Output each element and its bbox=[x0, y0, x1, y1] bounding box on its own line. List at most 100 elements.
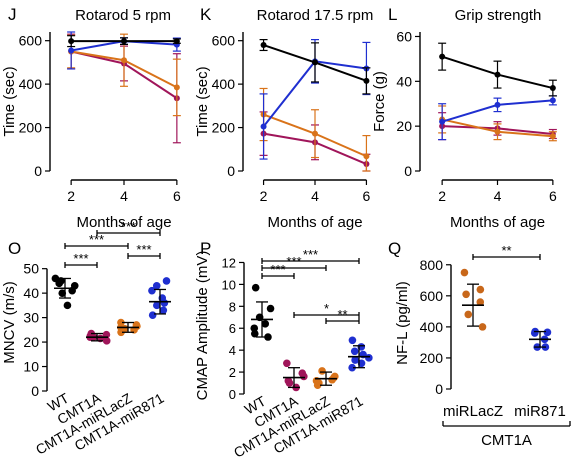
panel-p-group-wt-point bbox=[250, 324, 259, 333]
panel-p-y-tick-label: 12 bbox=[222, 255, 236, 270]
panel-o-group-cmt1a-mirlacz-point bbox=[117, 318, 125, 327]
panel-o-group-cmt1a-mir871-point bbox=[153, 301, 161, 310]
panel-k-y-tick-label: 0 bbox=[227, 163, 235, 179]
panel-k-series-wt-point bbox=[312, 59, 318, 66]
panel-letter-o: O bbox=[8, 239, 21, 258]
panel-o-group-cmt1a-mir871-point bbox=[162, 277, 171, 285]
panel-j-series-wt-point bbox=[173, 38, 180, 45]
panel-l-series-wt-point bbox=[549, 85, 556, 92]
panel-l-y-tick-label: 20 bbox=[396, 118, 412, 134]
panel-o-y-tick-label: 30 bbox=[23, 310, 39, 326]
panel-k-y-tick-label: 600 bbox=[212, 33, 236, 49]
panel-l-x-tick-label: 4 bbox=[494, 188, 502, 204]
panel-p-y-tick-label: 10 bbox=[222, 277, 236, 292]
panel-letter-l: L bbox=[388, 5, 397, 24]
panel-p-y-tick-label: 6 bbox=[229, 321, 236, 336]
panel-k-series-cmt1a-mirlacz-point bbox=[363, 153, 370, 160]
panel-o-group-cmt1a-mir871-point bbox=[152, 282, 161, 290]
panel-o-y-tick-label: 10 bbox=[23, 359, 39, 375]
panel-l-x-tick-label: 2 bbox=[438, 188, 446, 204]
panel-l-series-wt-point bbox=[439, 53, 446, 60]
panel-o-group-cmt1a-mir871-point bbox=[148, 311, 157, 319]
panel-o-group-cmt1a-mirlacz-point bbox=[133, 322, 141, 330]
panel-q-category-label: miRLacZ bbox=[443, 403, 503, 420]
panel-j-title: Rotarod 5 rpm bbox=[75, 7, 171, 24]
panel-j-y-tick-label: 600 bbox=[19, 33, 43, 49]
panel-letter-p: P bbox=[200, 239, 211, 258]
panel-l-y-tick-label: 0 bbox=[404, 163, 412, 179]
panel-o-y-tick-label: 40 bbox=[23, 285, 39, 301]
panel-l-y-axis-label: Force (g) bbox=[371, 71, 388, 132]
panel-j-series-cmt1a-mirlacz-point bbox=[121, 57, 127, 64]
panel-p-group-cmt1a-mir871-point bbox=[351, 356, 359, 364]
panel-p-group-cmt1a-mir871-point bbox=[350, 347, 359, 356]
panel-l-x-tick-label: 6 bbox=[549, 188, 557, 204]
panel-p-y-tick-label: 8 bbox=[229, 299, 236, 314]
panel-p-significance-label: * bbox=[324, 301, 329, 316]
panel-l-series-cmt1a-mir871-point bbox=[494, 101, 501, 108]
panel-k-series-wt-point bbox=[363, 77, 370, 84]
panel-q-y-tick-label: 400 bbox=[420, 319, 444, 335]
panel-o-group-cmt1a-point bbox=[102, 337, 111, 345]
panel-l-y-tick-label: 60 bbox=[396, 28, 412, 44]
panel-letter-j: J bbox=[8, 5, 17, 24]
panel-o-group-wt-point bbox=[63, 301, 72, 310]
panel-q-y-tick-label: 0 bbox=[435, 381, 443, 397]
panel-k-x-tick-label: 6 bbox=[363, 188, 371, 204]
panel-q-group-mirlacz-point bbox=[476, 298, 485, 306]
panel-k-series-cmt1a-mir871-point bbox=[260, 123, 267, 130]
panel-o-y-tick-label: 0 bbox=[31, 383, 39, 399]
panel-o-significance-label: *** bbox=[73, 251, 88, 266]
panel-o-significance-label: *** bbox=[136, 242, 151, 257]
panel-p-group-wt-point bbox=[251, 283, 260, 292]
panel-p-group-cmt1a-mir871-point bbox=[365, 354, 373, 362]
panel-p-group-cmt1a-point bbox=[285, 379, 294, 387]
panel-p-group-wt-point bbox=[261, 320, 270, 328]
panel-q-y-tick-label: 800 bbox=[420, 257, 444, 273]
panel-k-y-axis-label: Time (sec) bbox=[194, 66, 211, 136]
panel-q-group-mirlacz-point bbox=[464, 310, 473, 319]
panel-j-series-wt-point bbox=[68, 38, 75, 45]
panel-l-series-cmt1a-mir871-point bbox=[439, 118, 446, 125]
panel-j-x-tick-label: 2 bbox=[67, 188, 75, 204]
panel-q-significance-label: ** bbox=[501, 243, 511, 258]
panel-j-x-tick-label: 6 bbox=[173, 188, 181, 204]
panel-q-y-tick-label: 200 bbox=[420, 350, 444, 366]
panel-q-group-mirlacz-point bbox=[462, 290, 470, 299]
panel-letter-k: K bbox=[200, 5, 212, 24]
panel-j-y-tick-label: 400 bbox=[19, 76, 43, 92]
panel-p-y-tick-label: 4 bbox=[229, 343, 236, 358]
panel-q-group-mirlacz-point bbox=[476, 285, 485, 294]
panel-p-y-tick-label: 2 bbox=[229, 365, 236, 380]
panel-p-group-cmt1a-mirlacz-point bbox=[318, 367, 326, 375]
panel-o-y-tick-label: 50 bbox=[23, 261, 39, 277]
panel-q: Q 0 200 400 600 800 NF-L (pg/ml) miRLacZ miR871… bbox=[388, 239, 571, 449]
panel-o-group-cmt1a-mirlacz-point bbox=[120, 324, 129, 333]
panel-k-y-tick-label: 400 bbox=[212, 76, 236, 92]
panel-p-y-tick-label: 0 bbox=[229, 387, 236, 402]
panel-o-group-wt-point bbox=[58, 289, 67, 297]
panel-o-group-cmt1a-mir871-point bbox=[159, 306, 168, 315]
panel-l-series-cmt1a-mirlacz-point bbox=[494, 128, 501, 135]
panel-j-y-tick-label: 0 bbox=[34, 163, 42, 179]
panel-j-series-wt-point bbox=[121, 38, 127, 45]
panel-l-series-cmt1a-mirlacz-point bbox=[549, 133, 556, 140]
panel-k-x-axis-label: Months of age bbox=[267, 214, 362, 231]
panel-o-y-tick-label: 20 bbox=[23, 334, 39, 350]
panel-q-category-label: miR871 bbox=[514, 403, 566, 420]
panel-p-group-wt-point bbox=[266, 304, 275, 313]
panel-o-significance-label: *** bbox=[121, 219, 136, 234]
panel-j-y-axis-label: Time (sec) bbox=[1, 66, 18, 136]
panel-k-y-tick-label: 200 bbox=[212, 120, 236, 136]
panel-o-y-axis-label: MNCV (m/s) bbox=[1, 281, 18, 364]
